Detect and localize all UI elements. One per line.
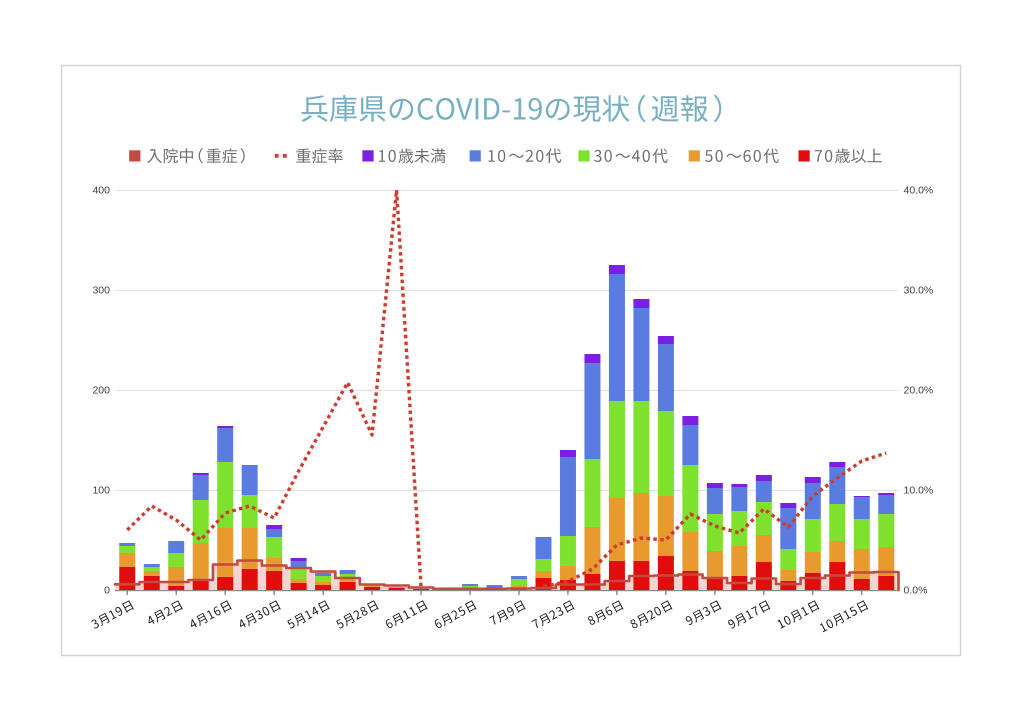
svg-text:0.0%: 0.0% <box>904 585 928 597</box>
svg-text:20.0%: 20.0% <box>904 385 934 397</box>
svg-text:10.0%: 10.0% <box>904 485 934 497</box>
svg-text:40.0%: 40.0% <box>904 185 934 197</box>
svg-text:200: 200 <box>92 385 110 397</box>
svg-text:0: 0 <box>104 585 110 597</box>
svg-text:30.0%: 30.0% <box>904 285 934 297</box>
svg-text:100: 100 <box>92 485 110 497</box>
svg-text:300: 300 <box>92 285 110 297</box>
svg-text:400: 400 <box>92 185 110 197</box>
